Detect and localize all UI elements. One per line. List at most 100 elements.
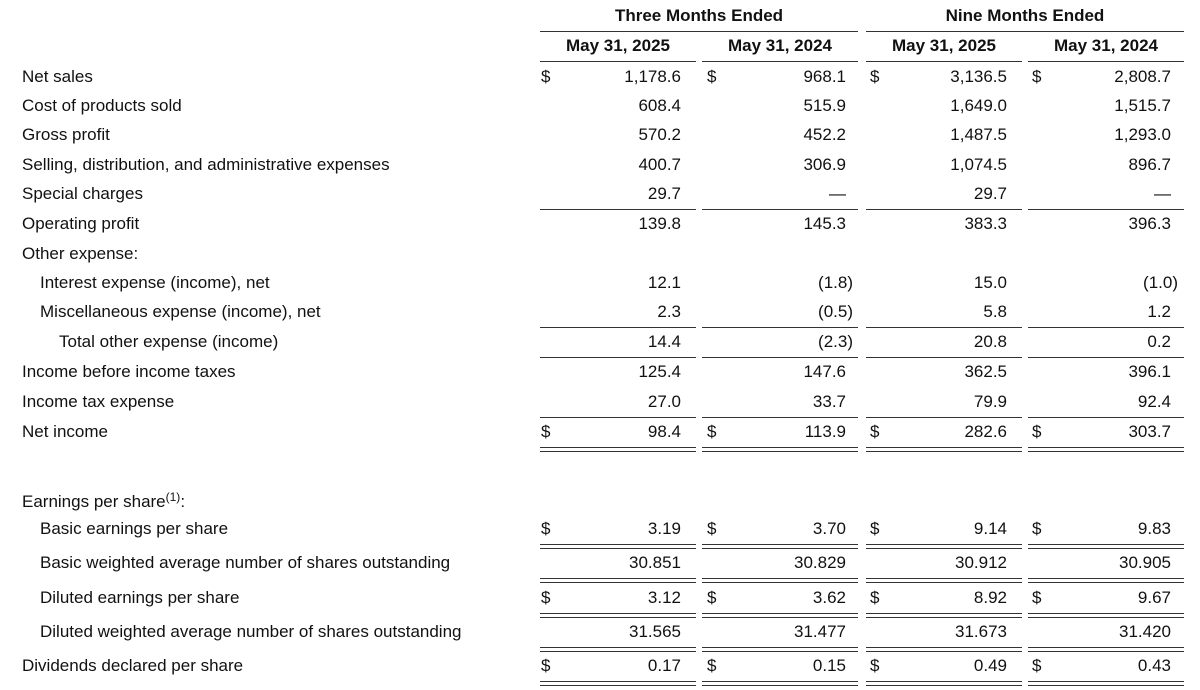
col3-date-header: May 31, 2025 xyxy=(892,36,996,55)
cell-value: 33.7 xyxy=(812,392,846,411)
cell-value: (1.0) xyxy=(1143,273,1178,292)
double-rule xyxy=(1028,681,1184,686)
table-row-basic-weighted-average-number-of-shares-outstanding: Basic weighted average number of shares … xyxy=(0,548,1200,578)
currency-symbol: $ xyxy=(541,519,551,538)
cell-value: 29.7 xyxy=(647,184,681,203)
subtotal-rule xyxy=(540,327,696,328)
currency-symbol: $ xyxy=(1032,519,1042,538)
currency-symbol: $ xyxy=(1032,588,1042,607)
cell-value: 125.4 xyxy=(638,362,681,381)
subtotal-rule xyxy=(1028,417,1184,418)
subtotal-rule xyxy=(866,357,1022,358)
subtotal-rule xyxy=(702,327,858,328)
row-label: Selling, distribution, and administrativ… xyxy=(22,155,390,174)
cell-value: 139.8 xyxy=(638,214,681,233)
row-label: Other expense: xyxy=(22,244,139,263)
subtotal-rule xyxy=(1028,209,1184,210)
double-rule xyxy=(702,681,858,686)
col4-date-header: May 31, 2024 xyxy=(1054,36,1158,55)
cell-value: 31.673 xyxy=(955,622,1007,641)
subtotal-rule xyxy=(702,357,858,358)
subtotal-rule xyxy=(866,209,1022,210)
double-rule xyxy=(866,447,1022,452)
cell-value: 608.4 xyxy=(638,96,681,115)
cell-value: 570.2 xyxy=(638,125,681,144)
double-rule xyxy=(540,647,696,652)
cell-value: 113.9 xyxy=(804,422,846,441)
cell-value: 0.17 xyxy=(647,656,681,675)
subtotal-rule xyxy=(1028,357,1184,358)
cell-value: 145.3 xyxy=(803,214,846,233)
currency-symbol: $ xyxy=(541,588,551,607)
currency-symbol: $ xyxy=(1032,656,1042,675)
double-rule xyxy=(866,647,1022,652)
cell-value: 1,487.5 xyxy=(950,125,1007,144)
subtotal-rule xyxy=(540,417,696,418)
table-row-basic-earnings-per-share: Basic earnings per share $3.19 $3.70 $9.14 $… xyxy=(0,514,1200,544)
subtotal-rule xyxy=(866,417,1022,418)
cell-value: 968.1 xyxy=(803,67,846,86)
double-rule xyxy=(702,544,858,549)
table-row-cost-of-products-sold: Cost of products sold 608.4 515.9 1,649.0 1,… xyxy=(0,91,1200,121)
table-row-net-income: Net income $98.4 $113.9 $282.6 $303.7 xyxy=(0,417,1200,447)
cell-value: 3,136.5 xyxy=(950,67,1007,86)
currency-symbol: $ xyxy=(707,422,717,441)
cell-value: 30.829 xyxy=(794,553,846,572)
cell-value: 5.8 xyxy=(983,302,1007,321)
cell-value: 303.7 xyxy=(1128,422,1171,441)
cell-value: 8.92 xyxy=(973,588,1007,607)
double-rule xyxy=(1028,447,1184,452)
cell-value: 79.9 xyxy=(973,392,1007,411)
row-label: Income before income taxes xyxy=(22,362,236,381)
double-rule xyxy=(1028,613,1184,618)
cell-value: (2.3) xyxy=(818,332,853,351)
currency-symbol: $ xyxy=(870,656,880,675)
col4-header-rule xyxy=(1028,61,1184,62)
table-row-diluted-earnings-per-share: Diluted earnings per share $3.12 $3.62 $8.9… xyxy=(0,583,1200,613)
double-rule xyxy=(702,447,858,452)
row-label: Operating profit xyxy=(22,214,140,233)
row-label: Diluted weighted average number of share… xyxy=(40,622,462,641)
row-label: Basic earnings per share xyxy=(40,519,229,538)
currency-symbol: $ xyxy=(1032,422,1042,441)
table-row-net-sales: Net sales $1,178.6 $968.1 $3,136.5 $2,808.7 xyxy=(0,62,1200,92)
subtotal-rule xyxy=(866,327,1022,328)
cell-value: 0.43 xyxy=(1137,656,1171,675)
cell-value: 31.420 xyxy=(1119,622,1171,641)
subtotal-rule xyxy=(540,357,696,358)
currency-symbol: $ xyxy=(707,588,717,607)
eps-heading: Earnings per share(1): xyxy=(22,490,186,511)
cell-value: 98.4 xyxy=(647,422,681,441)
double-rule xyxy=(866,681,1022,686)
col2-date-header: May 31, 2024 xyxy=(728,36,832,55)
cell-value: 396.1 xyxy=(1128,362,1171,381)
cell-value: 29.7 xyxy=(973,184,1007,203)
cell-value: 0.49 xyxy=(973,656,1007,675)
table-row-other-expense: Other expense: xyxy=(0,239,1200,269)
cell-value: 2,808.7 xyxy=(1114,67,1171,86)
eps-heading-row: Earnings per share(1): xyxy=(0,482,1200,512)
cell-value: 31.477 xyxy=(794,622,846,641)
cell-value: 0.2 xyxy=(1147,332,1171,351)
currency-symbol: $ xyxy=(870,67,880,86)
row-label: Miscellaneous expense (income), net xyxy=(40,302,321,321)
row-label: Interest expense (income), net xyxy=(40,273,270,292)
currency-symbol: $ xyxy=(707,67,717,86)
subtotal-rule xyxy=(540,209,696,210)
cell-value: 2.3 xyxy=(657,302,681,321)
cell-value: 362.5 xyxy=(964,362,1007,381)
double-rule xyxy=(540,613,696,618)
double-rule xyxy=(702,647,858,652)
nine-months-header: Nine Months Ended xyxy=(945,6,1105,25)
cell-value: 15.0 xyxy=(973,273,1007,292)
cell-value: 30.851 xyxy=(629,553,681,572)
table-row-income-tax-expense: Income tax expense 27.0 33.7 79.9 92.4 xyxy=(0,387,1200,417)
currency-symbol: $ xyxy=(541,422,551,441)
currency-symbol: $ xyxy=(541,67,551,86)
table-row-dividends-declared-per-share: Dividends declared per share $0.17 $0.15 $0… xyxy=(0,651,1200,681)
cell-value: 1,649.0 xyxy=(950,96,1007,115)
cell-value: 515.9 xyxy=(803,96,846,115)
cell-value: 1,178.6 xyxy=(624,67,681,86)
row-label: Total other expense (income) xyxy=(59,332,279,351)
cell-value: 383.3 xyxy=(964,214,1007,233)
